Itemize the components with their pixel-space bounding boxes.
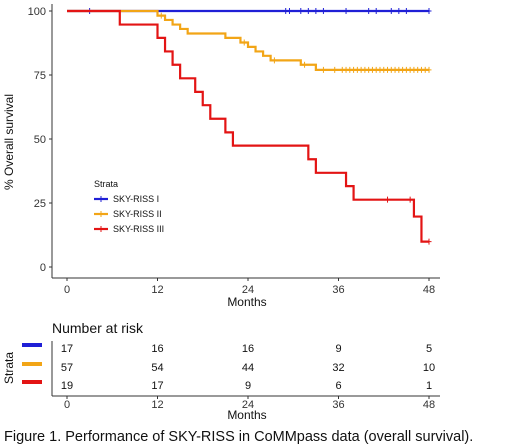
risk-x-tick-label: 0	[64, 399, 70, 411]
legend-title: Strata	[94, 179, 118, 189]
x-tick-label: 0	[64, 284, 70, 296]
risk-y-axis-title: Strata	[2, 352, 16, 384]
y-tick-label: 0	[40, 262, 46, 274]
series-2	[67, 9, 432, 73]
risk-count: 17	[61, 343, 73, 355]
censor-mark	[388, 8, 394, 14]
risk-rows: 17 16 16 9 5 57 54 44 32 10 19 17 9 6 1	[22, 343, 435, 392]
risk-count: 5	[426, 343, 432, 355]
legend: Strata SKY-RISS I SKY-RISS II SKY-RISS III	[94, 179, 164, 234]
risk-count: 17	[151, 380, 163, 392]
censor-mark	[286, 8, 292, 14]
censor-mark	[313, 8, 319, 14]
x-tick-label: 48	[423, 284, 435, 296]
risk-count: 44	[242, 362, 254, 374]
y-tick-label: 75	[34, 70, 46, 82]
risk-x-tick-label: 48	[423, 399, 435, 411]
censor-mark	[320, 8, 326, 14]
censor-mark	[298, 8, 304, 14]
censor-mark	[332, 66, 338, 73]
censor-mark	[426, 238, 432, 245]
risk-row-swatch	[22, 380, 42, 384]
censor-mark	[302, 61, 308, 68]
risk-count: 9	[335, 343, 341, 355]
risk-count: 6	[335, 380, 341, 392]
censor-mark	[158, 12, 164, 19]
y-tick-label: 25	[34, 198, 46, 210]
x-tick-label: 24	[242, 284, 254, 296]
censor-mark	[305, 8, 311, 14]
censor-mark	[373, 8, 379, 14]
censor-mark	[320, 66, 326, 73]
x-axis-title: Months	[227, 295, 266, 309]
risk-row-swatch	[22, 362, 42, 366]
survival-curve-line	[67, 9, 429, 71]
legend-label: SKY-RISS II	[113, 209, 162, 219]
x-tick-label: 12	[151, 284, 163, 296]
risk-x-tick-label: 36	[332, 399, 344, 411]
y-tick-label: 50	[34, 134, 46, 146]
survival-curves	[67, 8, 432, 245]
y-ticks: 0 25 50 75 100	[28, 6, 52, 274]
y-axis-title: % Overall survival	[2, 94, 16, 190]
risk-table-title: Number at risk	[52, 320, 144, 336]
censor-mark	[403, 8, 409, 14]
risk-count: 16	[242, 343, 254, 355]
legend-label: SKY-RISS I	[113, 194, 159, 204]
risk-count: 19	[61, 380, 73, 392]
risk-x-tick-label: 24	[242, 399, 254, 411]
risk-x-ticks: 0 12 24 36 48	[64, 396, 435, 411]
censor-mark	[241, 39, 247, 46]
censor-mark	[426, 8, 432, 14]
risk-count: 57	[61, 362, 73, 374]
risk-count: 1	[426, 380, 432, 392]
risk-count: 16	[151, 343, 163, 355]
risk-count: 54	[151, 362, 163, 374]
censor-mark	[271, 57, 277, 64]
censor-mark	[343, 8, 349, 14]
risk-x-axis-title: Months	[227, 408, 266, 422]
risk-count: 9	[245, 380, 251, 392]
x-ticks: 0 12 24 36 48	[64, 278, 435, 296]
risk-count: 32	[332, 362, 344, 374]
censor-mark	[385, 196, 391, 203]
censor-mark	[407, 196, 413, 203]
risk-count: 10	[423, 362, 435, 374]
series-3	[67, 9, 432, 245]
x-tick-label: 36	[332, 284, 344, 296]
legend-items: SKY-RISS I SKY-RISS II SKY-RISS III	[94, 194, 164, 234]
survival-curve-line	[67, 9, 429, 243]
censor-mark	[366, 8, 372, 14]
y-tick-label: 100	[28, 6, 46, 18]
legend-label: SKY-RISS III	[113, 224, 164, 234]
risk-row-swatch	[22, 343, 42, 347]
censor-mark	[426, 66, 432, 73]
risk-x-tick-label: 12	[151, 399, 163, 411]
censor-mark	[396, 8, 402, 14]
figure-caption: Figure 1. Performance of SKY-RISS in CoM…	[4, 429, 473, 445]
